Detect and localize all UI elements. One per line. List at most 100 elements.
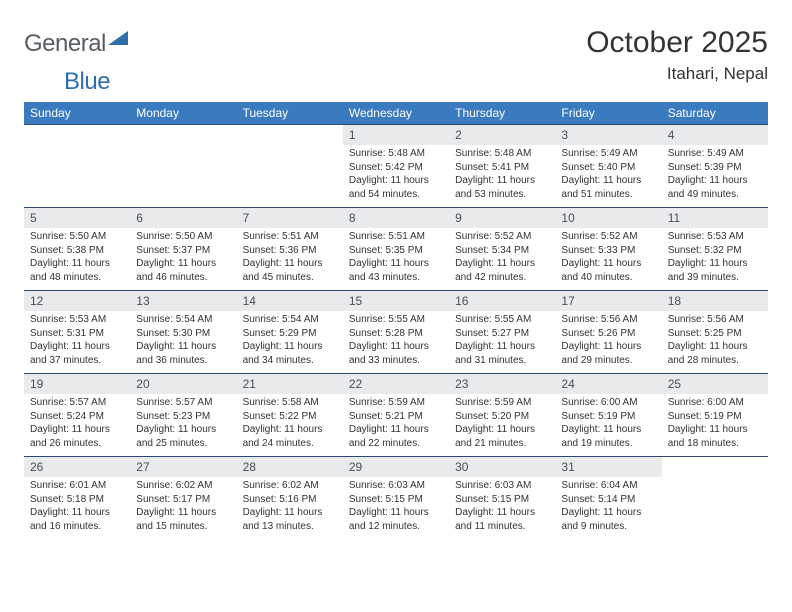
daylight-text: Daylight: 11 hours and 26 minutes. bbox=[30, 423, 124, 450]
sunset-text: Sunset: 5:38 PM bbox=[30, 244, 124, 258]
daylight-text: Daylight: 11 hours and 49 minutes. bbox=[668, 174, 762, 201]
daylight-text: Daylight: 11 hours and 9 minutes. bbox=[561, 506, 655, 533]
sunrise-text: Sunrise: 5:54 AM bbox=[136, 313, 230, 327]
daylight-text: Daylight: 11 hours and 13 minutes. bbox=[243, 506, 337, 533]
brand-triangle-icon bbox=[108, 31, 128, 50]
sunrise-text: Sunrise: 5:58 AM bbox=[243, 396, 337, 410]
calendar-week-row: 19Sunrise: 5:57 AMSunset: 5:24 PMDayligh… bbox=[24, 373, 768, 456]
day-number: 2 bbox=[449, 124, 555, 145]
day-number bbox=[130, 124, 236, 145]
sunset-text: Sunset: 5:15 PM bbox=[349, 493, 443, 507]
day-number: 3 bbox=[555, 124, 661, 145]
daylight-text: Daylight: 11 hours and 21 minutes. bbox=[455, 423, 549, 450]
weekday-header: Thursday bbox=[449, 102, 555, 124]
sunset-text: Sunset: 5:23 PM bbox=[136, 410, 230, 424]
weekday-header: Monday bbox=[130, 102, 236, 124]
day-number: 31 bbox=[555, 456, 661, 477]
sunset-text: Sunset: 5:26 PM bbox=[561, 327, 655, 341]
day-content: Sunrise: 6:03 AMSunset: 5:15 PMDaylight:… bbox=[343, 477, 449, 537]
sunset-text: Sunset: 5:41 PM bbox=[455, 161, 549, 175]
day-number: 28 bbox=[237, 456, 343, 477]
sunset-text: Sunset: 5:21 PM bbox=[349, 410, 443, 424]
sunrise-text: Sunrise: 5:52 AM bbox=[455, 230, 549, 244]
sunrise-text: Sunrise: 5:59 AM bbox=[455, 396, 549, 410]
sunset-text: Sunset: 5:19 PM bbox=[561, 410, 655, 424]
calendar-day-cell: 3Sunrise: 5:49 AMSunset: 5:40 PMDaylight… bbox=[555, 124, 661, 207]
daylight-text: Daylight: 11 hours and 45 minutes. bbox=[243, 257, 337, 284]
calendar-day-cell: 14Sunrise: 5:54 AMSunset: 5:29 PMDayligh… bbox=[237, 290, 343, 373]
calendar-day-cell bbox=[662, 456, 768, 539]
sunset-text: Sunset: 5:25 PM bbox=[668, 327, 762, 341]
calendar-day-cell bbox=[237, 124, 343, 207]
day-content: Sunrise: 6:00 AMSunset: 5:19 PMDaylight:… bbox=[555, 394, 661, 454]
day-number: 21 bbox=[237, 373, 343, 394]
daylight-text: Daylight: 11 hours and 43 minutes. bbox=[349, 257, 443, 284]
daylight-text: Daylight: 11 hours and 18 minutes. bbox=[668, 423, 762, 450]
day-content: Sunrise: 6:00 AMSunset: 5:19 PMDaylight:… bbox=[662, 394, 768, 454]
day-number: 7 bbox=[237, 207, 343, 228]
day-content: Sunrise: 6:02 AMSunset: 5:16 PMDaylight:… bbox=[237, 477, 343, 537]
day-number: 24 bbox=[555, 373, 661, 394]
day-content: Sunrise: 5:58 AMSunset: 5:22 PMDaylight:… bbox=[237, 394, 343, 454]
day-number: 9 bbox=[449, 207, 555, 228]
sunrise-text: Sunrise: 5:56 AM bbox=[668, 313, 762, 327]
calendar-day-cell: 22Sunrise: 5:59 AMSunset: 5:21 PMDayligh… bbox=[343, 373, 449, 456]
sunset-text: Sunset: 5:19 PM bbox=[668, 410, 762, 424]
day-number: 1 bbox=[343, 124, 449, 145]
calendar-day-cell: 5Sunrise: 5:50 AMSunset: 5:38 PMDaylight… bbox=[24, 207, 130, 290]
day-content: Sunrise: 5:52 AMSunset: 5:33 PMDaylight:… bbox=[555, 228, 661, 288]
sunset-text: Sunset: 5:33 PM bbox=[561, 244, 655, 258]
sunrise-text: Sunrise: 5:57 AM bbox=[136, 396, 230, 410]
calendar-day-cell: 7Sunrise: 5:51 AMSunset: 5:36 PMDaylight… bbox=[237, 207, 343, 290]
daylight-text: Daylight: 11 hours and 28 minutes. bbox=[668, 340, 762, 367]
calendar-day-cell: 29Sunrise: 6:03 AMSunset: 5:15 PMDayligh… bbox=[343, 456, 449, 539]
sunset-text: Sunset: 5:28 PM bbox=[349, 327, 443, 341]
day-number: 18 bbox=[662, 290, 768, 311]
calendar-day-cell: 19Sunrise: 5:57 AMSunset: 5:24 PMDayligh… bbox=[24, 373, 130, 456]
day-content: Sunrise: 5:55 AMSunset: 5:28 PMDaylight:… bbox=[343, 311, 449, 371]
sunrise-text: Sunrise: 5:55 AM bbox=[349, 313, 443, 327]
daylight-text: Daylight: 11 hours and 42 minutes. bbox=[455, 257, 549, 284]
calendar-day-cell: 9Sunrise: 5:52 AMSunset: 5:34 PMDaylight… bbox=[449, 207, 555, 290]
day-content: Sunrise: 5:57 AMSunset: 5:24 PMDaylight:… bbox=[24, 394, 130, 454]
sunrise-text: Sunrise: 6:04 AM bbox=[561, 479, 655, 493]
day-content: Sunrise: 5:52 AMSunset: 5:34 PMDaylight:… bbox=[449, 228, 555, 288]
sunrise-text: Sunrise: 5:54 AM bbox=[243, 313, 337, 327]
daylight-text: Daylight: 11 hours and 40 minutes. bbox=[561, 257, 655, 284]
sunrise-text: Sunrise: 5:48 AM bbox=[349, 147, 443, 161]
calendar-day-cell: 27Sunrise: 6:02 AMSunset: 5:17 PMDayligh… bbox=[130, 456, 236, 539]
daylight-text: Daylight: 11 hours and 54 minutes. bbox=[349, 174, 443, 201]
sunset-text: Sunset: 5:37 PM bbox=[136, 244, 230, 258]
calendar-day-cell: 8Sunrise: 5:51 AMSunset: 5:35 PMDaylight… bbox=[343, 207, 449, 290]
calendar-day-cell: 21Sunrise: 5:58 AMSunset: 5:22 PMDayligh… bbox=[237, 373, 343, 456]
sunset-text: Sunset: 5:39 PM bbox=[668, 161, 762, 175]
day-content: Sunrise: 5:54 AMSunset: 5:29 PMDaylight:… bbox=[237, 311, 343, 371]
sunset-text: Sunset: 5:17 PM bbox=[136, 493, 230, 507]
sunset-text: Sunset: 5:34 PM bbox=[455, 244, 549, 258]
day-content: Sunrise: 5:49 AMSunset: 5:40 PMDaylight:… bbox=[555, 145, 661, 205]
calendar-day-cell: 15Sunrise: 5:55 AMSunset: 5:28 PMDayligh… bbox=[343, 290, 449, 373]
sunrise-text: Sunrise: 5:55 AM bbox=[455, 313, 549, 327]
daylight-text: Daylight: 11 hours and 33 minutes. bbox=[349, 340, 443, 367]
day-content: Sunrise: 5:51 AMSunset: 5:36 PMDaylight:… bbox=[237, 228, 343, 288]
day-content: Sunrise: 5:50 AMSunset: 5:37 PMDaylight:… bbox=[130, 228, 236, 288]
daylight-text: Daylight: 11 hours and 34 minutes. bbox=[243, 340, 337, 367]
daylight-text: Daylight: 11 hours and 16 minutes. bbox=[30, 506, 124, 533]
sunset-text: Sunset: 5:35 PM bbox=[349, 244, 443, 258]
day-number: 6 bbox=[130, 207, 236, 228]
day-number: 16 bbox=[449, 290, 555, 311]
calendar-day-cell bbox=[24, 124, 130, 207]
daylight-text: Daylight: 11 hours and 19 minutes. bbox=[561, 423, 655, 450]
weekday-header: Saturday bbox=[662, 102, 768, 124]
sunrise-text: Sunrise: 5:53 AM bbox=[668, 230, 762, 244]
sunset-text: Sunset: 5:29 PM bbox=[243, 327, 337, 341]
brand-name-2: Blue bbox=[64, 68, 110, 95]
calendar-day-cell: 4Sunrise: 5:49 AMSunset: 5:39 PMDaylight… bbox=[662, 124, 768, 207]
day-number bbox=[24, 124, 130, 145]
calendar-day-cell: 26Sunrise: 6:01 AMSunset: 5:18 PMDayligh… bbox=[24, 456, 130, 539]
sunrise-text: Sunrise: 6:03 AM bbox=[455, 479, 549, 493]
day-content: Sunrise: 5:48 AMSunset: 5:41 PMDaylight:… bbox=[449, 145, 555, 205]
day-content: Sunrise: 5:55 AMSunset: 5:27 PMDaylight:… bbox=[449, 311, 555, 371]
calendar-day-cell: 23Sunrise: 5:59 AMSunset: 5:20 PMDayligh… bbox=[449, 373, 555, 456]
day-content: Sunrise: 5:59 AMSunset: 5:21 PMDaylight:… bbox=[343, 394, 449, 454]
